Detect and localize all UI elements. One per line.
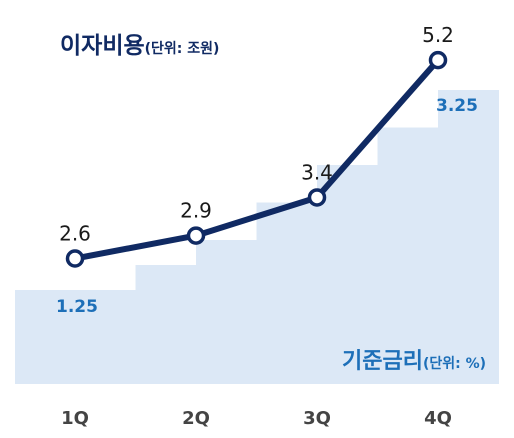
interest-cost-point (65, 249, 85, 268)
interest-cost-data-label: 2.9 (180, 199, 212, 223)
x-tick-label: 2Q (182, 408, 210, 429)
interest-cost-data-label: 2.6 (59, 222, 91, 246)
interest-cost-point (428, 50, 448, 70)
interest-cost-data-label: 3.4 (301, 160, 333, 184)
base-rate-unit: (단위: %) (422, 356, 486, 372)
base-rate-title: 기준금리(단위: %) (342, 343, 486, 375)
base-rate-area (15, 90, 499, 384)
base-rate-label: 1.25 (56, 297, 98, 317)
interest-cost-title-text: 이자비용 (60, 33, 145, 59)
interest-cost-title: 이자비용(단위: 조원) (60, 26, 219, 60)
x-tick-label: 4Q (424, 408, 452, 429)
base-rate-title-text: 기준금리 (341, 349, 423, 374)
interest-cost-line (72, 57, 441, 262)
interest-cost-data-label: 5.2 (422, 23, 454, 47)
x-tick-label: 1Q (61, 408, 89, 429)
interest-cost-unit: (단위: 조원) (144, 41, 220, 57)
interest-cost-point (307, 188, 327, 207)
x-tick-label: 3Q (303, 408, 331, 429)
interest-cost-point (186, 226, 206, 245)
base-rate-label: 3.25 (436, 96, 478, 116)
